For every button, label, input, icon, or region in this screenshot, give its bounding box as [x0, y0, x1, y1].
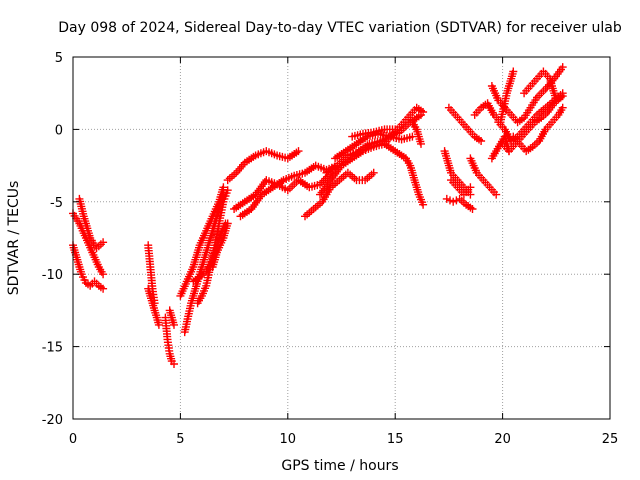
- data-point-markers: [348, 125, 400, 141]
- data-point-markers: [408, 118, 425, 148]
- data-series: [487, 63, 567, 127]
- x-axis-label: GPS time / hours: [281, 458, 398, 474]
- x-tick-label: 0: [69, 432, 77, 447]
- data-series: [509, 103, 567, 156]
- x-tick-label: 25: [602, 432, 619, 447]
- y-tick-label: -15: [42, 341, 63, 356]
- data-point-markers: [380, 103, 428, 148]
- y-tick-label: 0: [55, 123, 63, 138]
- data-point-markers: [466, 154, 501, 199]
- data-series: [208, 219, 232, 271]
- data-point-markers: [401, 154, 428, 209]
- data-series: [176, 183, 228, 300]
- x-tick-label: 10: [280, 432, 297, 447]
- data-point-markers: [487, 132, 513, 163]
- x-tick-label: 5: [176, 432, 184, 447]
- data-point-markers: [165, 306, 178, 329]
- data-series: [466, 154, 501, 199]
- data-point-markers: [509, 103, 567, 156]
- data-point-markers: [161, 313, 178, 368]
- y-tick-label: -20: [42, 413, 63, 428]
- axis-ticks: 0 5 10 15 20 25 -20 -15 -10 -5 0 5: [42, 51, 619, 447]
- y-tick-label: -5: [50, 196, 63, 211]
- data-point-markers: [208, 219, 232, 271]
- x-tick-label: 20: [494, 432, 511, 447]
- data-series: [301, 168, 378, 221]
- data-point-markers: [176, 183, 228, 300]
- y-axis-label: SDTVAR / TECUs: [6, 181, 22, 296]
- data-point-markers: [223, 147, 303, 185]
- data-series: [161, 313, 178, 368]
- data-series: [348, 125, 400, 141]
- data-series: [165, 306, 178, 329]
- plot-frame: [72, 56, 611, 420]
- data-series: [447, 176, 475, 199]
- data-point-markers: [447, 176, 475, 199]
- data-series: [144, 284, 163, 329]
- data-series: [520, 67, 567, 105]
- data-point-markers: [301, 168, 378, 221]
- data-series: [223, 147, 303, 185]
- data-point-markers: [75, 194, 108, 253]
- data-point-markers: [230, 168, 335, 213]
- data-series: [401, 154, 428, 209]
- data-point-markers: [470, 67, 518, 127]
- data-point-markers: [144, 284, 163, 329]
- data-points: [69, 63, 567, 368]
- y-tick-label: -10: [42, 268, 63, 283]
- y-tick-label: 5: [55, 51, 63, 66]
- data-series: [380, 103, 428, 148]
- data-point-markers: [520, 67, 567, 105]
- data-point-markers: [442, 194, 477, 213]
- data-series: [408, 118, 425, 148]
- data-series: [75, 194, 108, 253]
- data-point-markers: [487, 63, 567, 127]
- data-series: [442, 194, 477, 213]
- data-series: [487, 132, 513, 163]
- chart-title: Day 098 of 2024, Sidereal Day-to-day VTE…: [58, 20, 622, 36]
- data-series: [230, 168, 335, 213]
- data-point-markers: [444, 103, 486, 145]
- data-series: [470, 67, 518, 127]
- data-series: [444, 103, 486, 145]
- x-tick-label: 15: [387, 432, 404, 447]
